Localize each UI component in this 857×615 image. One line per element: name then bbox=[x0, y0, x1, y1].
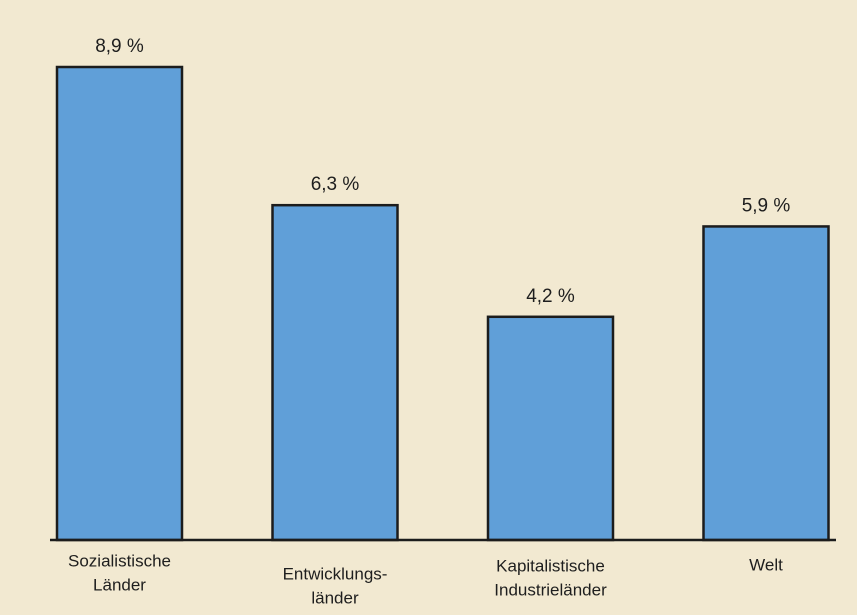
value-label: 6,3 % bbox=[311, 174, 360, 195]
bar bbox=[55, 65, 184, 542]
category-label: Industrieländer bbox=[494, 580, 607, 599]
value-label: 8,9 % bbox=[95, 36, 144, 57]
category-label: Länder bbox=[93, 575, 146, 594]
category-label: Entwicklungs- bbox=[283, 564, 388, 583]
category-label: Kapitalistische bbox=[496, 556, 605, 575]
value-label: 5,9 % bbox=[742, 195, 791, 216]
category-label: länder bbox=[311, 588, 359, 607]
category-label: Welt bbox=[749, 555, 783, 574]
value-label: 4,2 % bbox=[526, 286, 575, 307]
category-label: Sozialistische bbox=[68, 551, 171, 570]
bar bbox=[271, 203, 399, 542]
bar bbox=[702, 225, 830, 542]
bar bbox=[486, 315, 615, 542]
